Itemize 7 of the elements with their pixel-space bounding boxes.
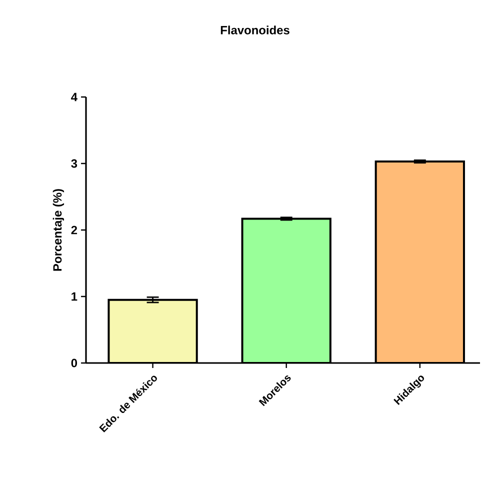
y-tick-label: 4 (71, 92, 78, 102)
y-axis-title: Porcentaje (%) (52, 189, 64, 271)
y-tick-label: 3 (71, 159, 78, 168)
y-tick-label: 1 (72, 292, 78, 301)
chart-title: Flavonoides (220, 26, 290, 34)
y-tick-label: 2 (71, 226, 78, 234)
y-tick-label: 0 (71, 358, 78, 368)
